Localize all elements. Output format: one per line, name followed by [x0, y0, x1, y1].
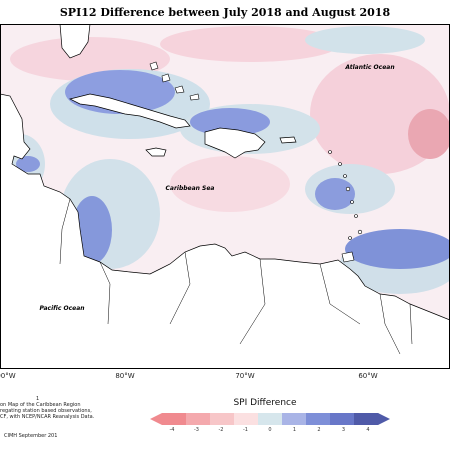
cuba-island [68, 93, 191, 129]
longitude-label: 70°W [235, 372, 255, 380]
hispaniola-island [204, 127, 266, 159]
colorbar-tick-label: -2 [218, 427, 224, 433]
wet-anomaly-region [345, 229, 450, 269]
trinidad-island [341, 251, 355, 263]
longitude-label: 60°W [358, 372, 378, 380]
country-borders [59, 198, 413, 355]
colorbar-segment [306, 413, 331, 425]
wet-anomaly-region [16, 156, 40, 172]
colorbar-tick-label: 2 [317, 427, 321, 433]
colorbar-segment [234, 413, 259, 425]
puerto-rico-island [279, 136, 297, 144]
colorbar-segment [210, 413, 235, 425]
colorbar [150, 413, 390, 425]
colorbar-tick-label: -1 [243, 427, 248, 433]
jamaica-island [145, 147, 167, 157]
wet-anomaly-region [315, 178, 355, 210]
wet-anomaly-region [305, 26, 425, 54]
colorbar-arrow-left [150, 413, 162, 425]
colorbar-segment [186, 413, 211, 425]
caribbean-sea-label: Caribbean Sea [166, 185, 215, 192]
longitude-label: 80°W [115, 372, 135, 380]
colorbar-tick-label: 1 [292, 427, 297, 433]
colorbar-segment [354, 413, 379, 425]
info-line: regating station based observations, [0, 408, 92, 414]
wet-anomaly-region [190, 108, 270, 136]
info-line: CF, with NCEP/NCAR Reanalysis Data. [0, 414, 95, 420]
footnote-mark: 1 [36, 396, 40, 402]
dry-anomaly-region [160, 26, 340, 62]
atlantic-ocean-label: Atlantic Ocean [344, 64, 394, 71]
colorbar-tick-label: 4 [366, 427, 370, 433]
colorbar-tick-label: -3 [194, 427, 199, 433]
longitude-label: 90°W [0, 372, 16, 380]
florida-landmass [59, 24, 91, 59]
colorbar-title: SPI Difference [233, 398, 297, 408]
spi-difference-map: Atlantic Ocean Caribbean Sea Pacific Oce… [0, 24, 450, 369]
map-info: on Map of the Caribbean Region regating … [0, 402, 120, 420]
colorbar-tick-label: -4 [169, 427, 175, 433]
dry-anomaly-region [408, 109, 450, 159]
colorbar-tick-label: 0 [268, 427, 272, 433]
colorbar-segment [258, 413, 283, 425]
colorbar-tick-label: 3 [341, 427, 346, 433]
copyright-text: CIMH September 201 [4, 433, 58, 439]
info-line: on Map of the Caribbean Region [0, 402, 81, 408]
bahamas-islands [149, 61, 200, 101]
dry-anomaly-region [170, 156, 290, 212]
colorbar-segment [330, 413, 355, 425]
colorbar-arrow-right [378, 413, 390, 425]
colorbar-segment [162, 413, 187, 425]
map-title: SPI12 Difference between July 2018 and A… [59, 6, 391, 19]
lesser-antilles [328, 150, 363, 240]
pacific-ocean-label: Pacific Ocean [39, 305, 84, 312]
colorbar-segment [282, 413, 307, 425]
